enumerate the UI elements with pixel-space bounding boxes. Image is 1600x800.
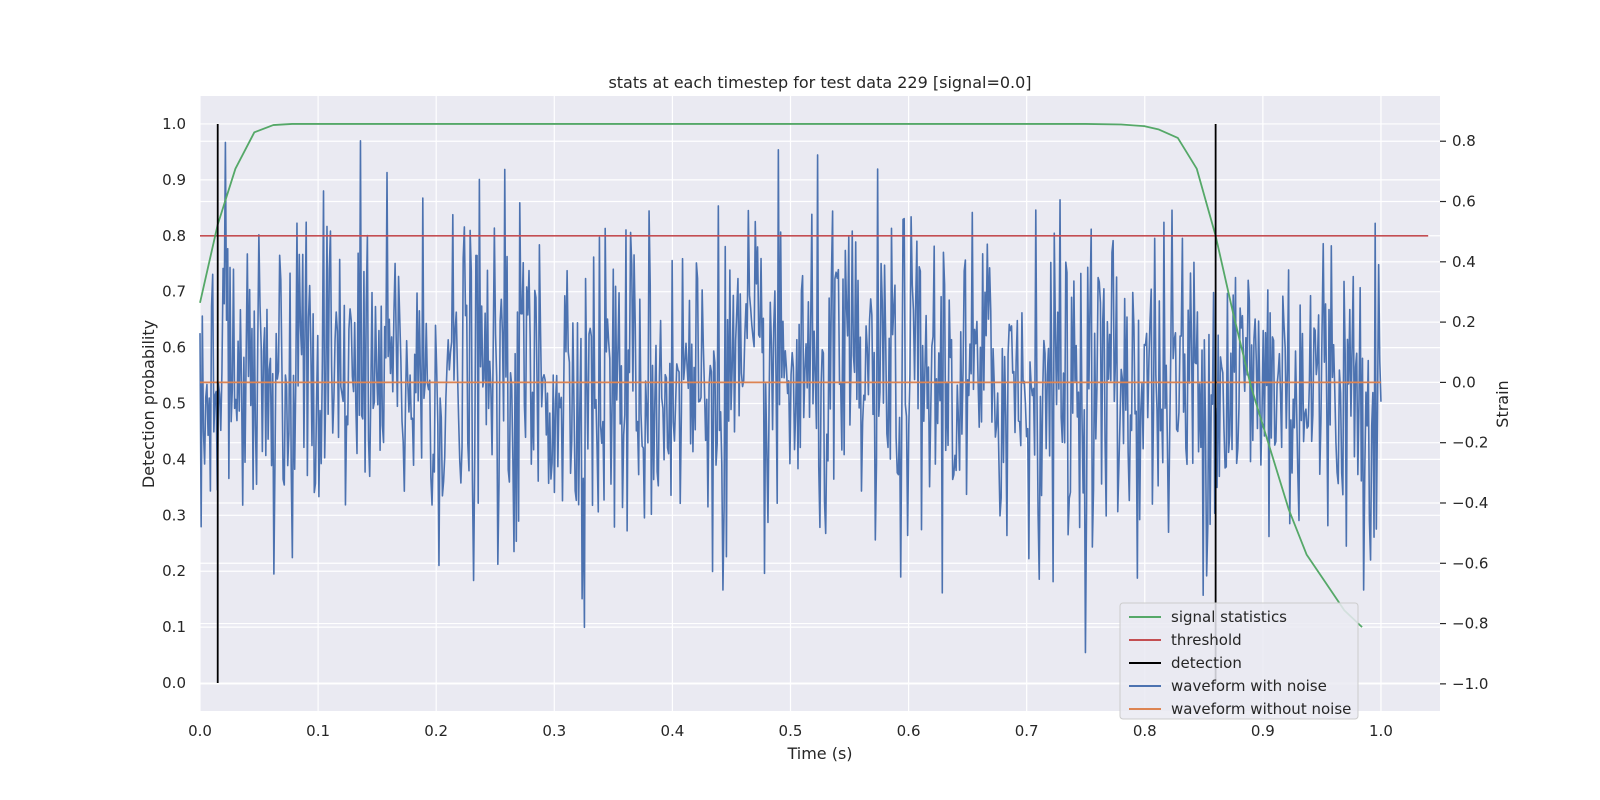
x-tick-label: 0.2	[424, 722, 448, 740]
legend-label-signal-statistics: signal statistics	[1171, 608, 1287, 626]
y2-tick-label: −0.2	[1452, 434, 1488, 452]
legend-box	[1119, 602, 1359, 720]
x-axis-ticks: 0.0 0.1 0.2 0.3 0.4 0.5 0.6 0.7 0.8 0.9 1.0	[188, 722, 1393, 740]
legend-label-waveform-with-noise: waveform with noise	[1171, 677, 1327, 695]
y-tick-label: 0.0	[162, 674, 186, 692]
x-tick-label: 0.8	[1133, 722, 1157, 740]
y-axis-label: Detection probability	[139, 320, 158, 488]
y2-tick-label: 0.6	[1452, 193, 1476, 211]
y2-tick-label: 0.8	[1452, 132, 1476, 150]
y2-tick-label: −0.6	[1452, 554, 1488, 572]
chart-title: stats at each timestep for test data 229…	[608, 73, 1031, 92]
y-tick-label: 0.8	[162, 227, 186, 245]
legend-label-detection: detection	[1171, 654, 1242, 672]
y2-axis-ticks: −1.0 −0.8 −0.6 −0.4 −0.2 0.0 0.2 0.4 0.6 0.8	[1440, 132, 1488, 693]
x-axis-label: Time (s)	[786, 744, 852, 763]
y-tick-label: 0.1	[162, 618, 186, 636]
x-tick-label: 0.3	[542, 722, 566, 740]
x-tick-label: 0.6	[897, 722, 921, 740]
series-signal-statistics	[199, 123, 1363, 628]
x-tick-label: 0.7	[1015, 722, 1039, 740]
y-axis-ticks: 0.0 0.1 0.2 0.3 0.4 0.5 0.6 0.7 0.8 0.9 1.0	[162, 115, 186, 692]
x-tick-label: 0.5	[779, 722, 803, 740]
y-tick-label: 0.6	[162, 339, 186, 357]
y-tick-label: 0.9	[162, 171, 186, 189]
legend-label-waveform-without-noise: waveform without noise	[1171, 700, 1351, 718]
series-layer	[199, 123, 1429, 684]
legend: signal statistics threshold detection wa…	[1119, 602, 1359, 720]
x-tick-label: 0.0	[188, 722, 212, 740]
y2-tick-label: −0.4	[1452, 494, 1488, 512]
y2-tick-label: 0.0	[1452, 373, 1476, 391]
x-tick-label: 0.1	[306, 722, 330, 740]
y-tick-label: 0.7	[162, 283, 186, 301]
x-tick-label: 0.4	[660, 722, 684, 740]
x-tick-label: 0.9	[1251, 722, 1275, 740]
legend-label-threshold: threshold	[1171, 631, 1242, 649]
y2-tick-label: −0.8	[1452, 615, 1488, 633]
y-tick-label: 0.5	[162, 395, 186, 413]
y-tick-label: 0.3	[162, 506, 186, 524]
x-tick-label: 1.0	[1369, 722, 1393, 740]
y-tick-label: 0.4	[162, 450, 186, 468]
y-tick-label: 0.2	[162, 562, 186, 580]
y2-axis-label: Strain	[1493, 380, 1512, 427]
y2-tick-label: 0.4	[1452, 253, 1476, 271]
y2-tick-label: 0.2	[1452, 313, 1476, 331]
y-tick-label: 1.0	[162, 115, 186, 133]
y2-tick-label: −1.0	[1452, 675, 1488, 693]
